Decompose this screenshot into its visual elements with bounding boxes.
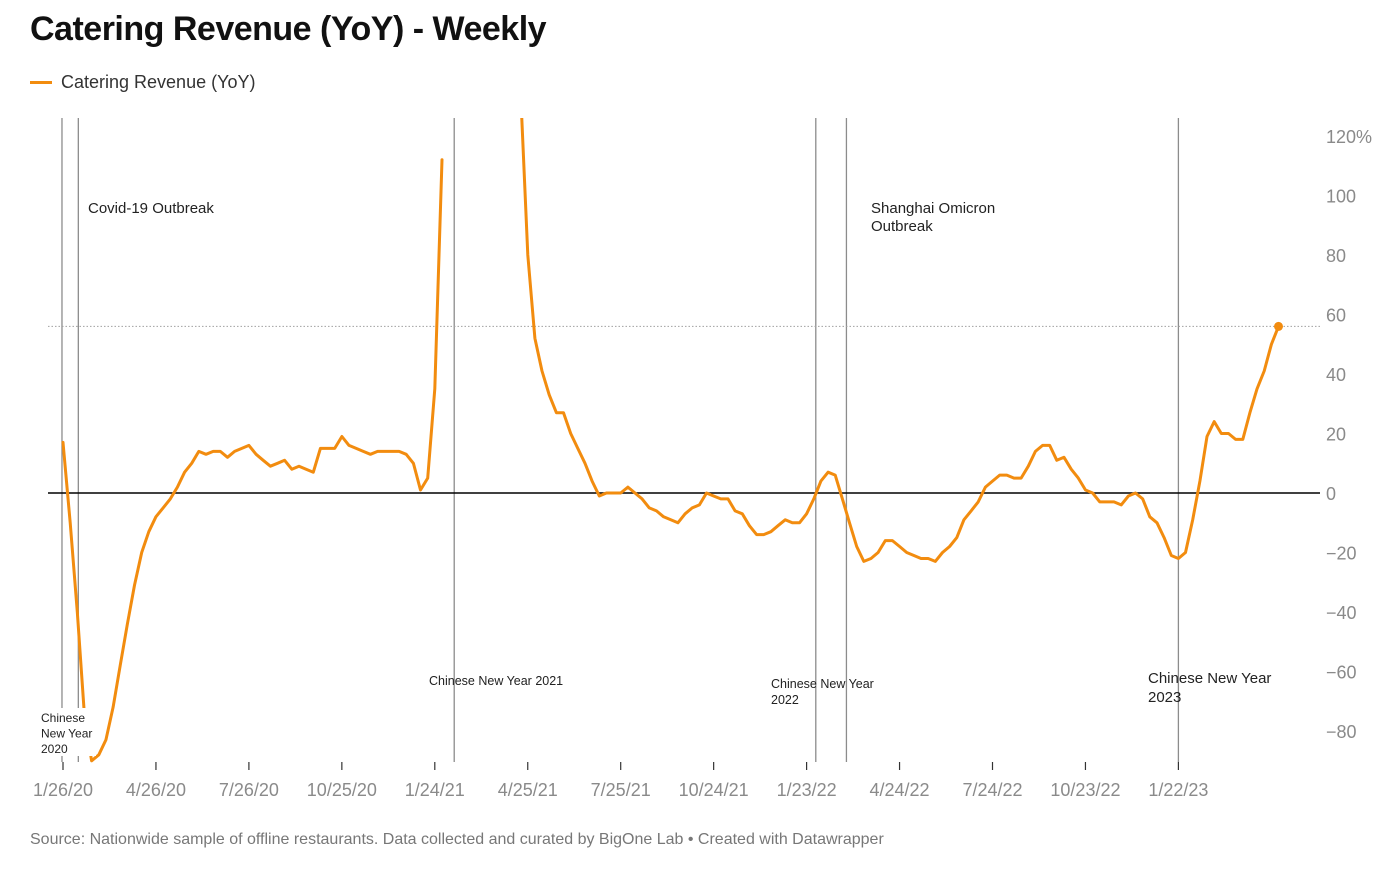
annotation-cny-2022: 2022: [771, 693, 799, 707]
x-tick-label: 10/25/20: [307, 780, 377, 800]
x-tick-label: 10/23/22: [1050, 780, 1120, 800]
y-tick-label: 100: [1326, 187, 1356, 207]
y-tick-label: 120%: [1326, 127, 1372, 147]
legend-label: Catering Revenue (YoY): [61, 72, 256, 92]
annotation-cny-2020: 2020: [41, 742, 68, 756]
annotation-shanghai-omicron: Shanghai Omicron: [871, 200, 995, 217]
legend-swatch: [30, 81, 52, 84]
x-tick-label: 1/23/22: [777, 780, 837, 800]
x-tick-label: 4/26/20: [126, 780, 186, 800]
y-tick-label: −80: [1326, 722, 1357, 742]
series-line-segment-1: [520, 118, 1280, 563]
y-tick-label: 40: [1326, 365, 1346, 385]
y-tick-label: −40: [1326, 603, 1357, 623]
source-note: Source: Nationwide sample of offline res…: [30, 831, 884, 848]
x-tick-label: 7/26/20: [219, 780, 279, 800]
y-tick-label: 20: [1326, 425, 1346, 445]
x-tick-label: 1/24/21: [405, 780, 465, 800]
annotation-background: [38, 708, 96, 756]
x-tick-label: 1/26/20: [33, 780, 93, 800]
y-tick-label: 60: [1326, 306, 1346, 326]
chart-title: Catering Revenue (YoY) - Weekly: [30, 10, 547, 48]
x-tick-label: 7/25/21: [591, 780, 651, 800]
legend: Catering Revenue (YoY): [30, 72, 255, 93]
annotation-cny-2020: New Year: [41, 727, 92, 741]
x-tick-label: 4/24/22: [870, 780, 930, 800]
last-point: [1274, 321, 1283, 331]
annotation-cny-2020: Chinese: [41, 711, 85, 725]
x-tick-label: 10/24/21: [679, 780, 749, 800]
y-tick-label: −60: [1326, 663, 1357, 683]
annotation-shanghai-omicron: Outbreak: [871, 218, 933, 235]
annotation-cny-2023: Chinese New Year: [1148, 670, 1271, 687]
series-line-segment-0: [61, 158, 444, 763]
y-tick-label: 80: [1326, 246, 1346, 266]
annotation-cny-2023: 2023: [1148, 689, 1181, 706]
annotation-covid-outbreak: Covid-19 Outbreak: [88, 200, 214, 217]
y-tick-label: 0: [1326, 484, 1336, 504]
x-tick-label: 4/25/21: [498, 780, 558, 800]
annotation-cny-2022: Chinese New Year: [771, 677, 874, 691]
y-tick-label: −20: [1326, 544, 1357, 564]
annotation-cny-2021: Chinese New Year 2021: [429, 674, 563, 688]
x-tick-label: 1/22/23: [1148, 780, 1208, 800]
x-tick-label: 7/24/22: [962, 780, 1022, 800]
